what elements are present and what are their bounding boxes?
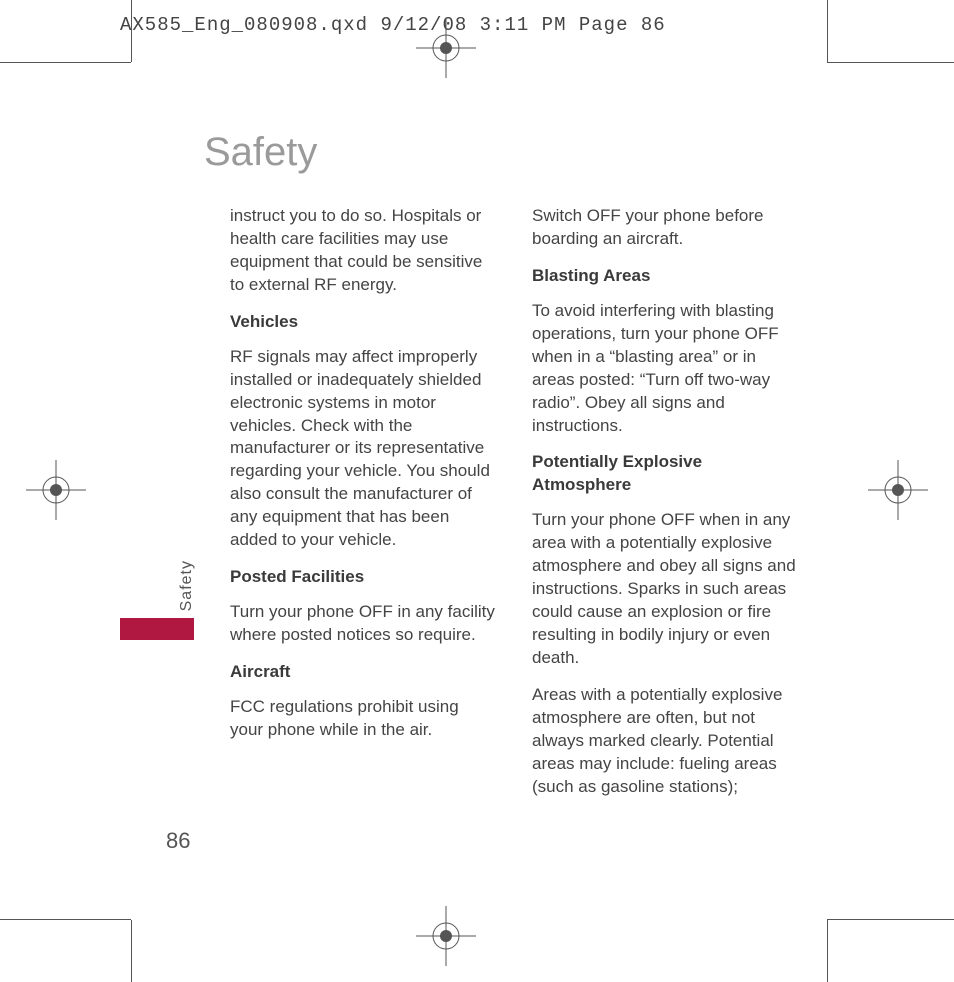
subhead-explosive-atmosphere: Potentially Explosive Atmosphere	[532, 451, 798, 497]
subhead-blasting-areas: Blasting Areas	[532, 265, 798, 288]
body-text: RF signals may affect improperly install…	[230, 346, 496, 552]
crop-mark	[131, 920, 132, 982]
body-text: FCC regulations prohibit using your phon…	[230, 696, 496, 742]
page-title: Safety	[204, 130, 317, 175]
subhead-posted-facilities: Posted Facilities	[230, 566, 496, 589]
column-right: Switch OFF your phone before boarding an…	[532, 205, 798, 813]
registration-mark-icon	[416, 18, 476, 78]
crop-mark	[827, 0, 828, 62]
body-text: Areas with a potentially explosive atmos…	[532, 684, 798, 799]
body-text: Turn your phone OFF in any facility wher…	[230, 601, 496, 647]
body-text: Turn your phone OFF when in any area wit…	[532, 509, 798, 670]
side-section-label: Safety	[178, 560, 196, 611]
registration-mark-icon	[416, 906, 476, 966]
body-text: To avoid interfering with blasting opera…	[532, 300, 798, 438]
crop-mark	[0, 919, 131, 920]
print-slug: AX585_Eng_080908.qxd 9/12/08 3:11 PM Pag…	[120, 14, 666, 36]
page-number: 86	[166, 828, 190, 854]
registration-mark-icon	[26, 460, 86, 520]
body-columns: instruct you to do so. Hospitals or heal…	[230, 205, 798, 813]
body-text: Switch OFF your phone before boarding an…	[532, 205, 798, 251]
document-page: AX585_Eng_080908.qxd 9/12/08 3:11 PM Pag…	[0, 0, 954, 982]
subhead-aircraft: Aircraft	[230, 661, 496, 684]
crop-mark	[0, 62, 131, 63]
crop-mark	[827, 920, 828, 982]
crop-mark	[827, 62, 954, 63]
body-text: instruct you to do so. Hospitals or heal…	[230, 205, 496, 297]
side-tab	[120, 618, 194, 640]
crop-mark	[131, 0, 132, 62]
crop-mark	[827, 919, 954, 920]
subhead-vehicles: Vehicles	[230, 311, 496, 334]
registration-mark-icon	[868, 460, 928, 520]
column-left: instruct you to do so. Hospitals or heal…	[230, 205, 496, 813]
